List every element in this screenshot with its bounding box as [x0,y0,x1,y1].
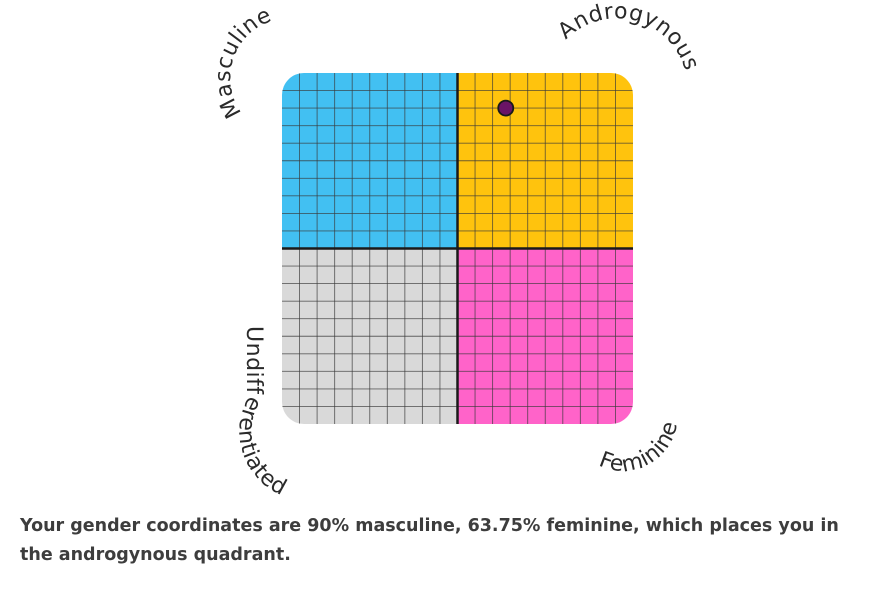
user-position-marker [497,99,515,117]
gender-compass-chart: Masculine Androgynous Undifferentiated F… [211,0,703,495]
label-masculine: Masculine [211,3,275,122]
label-feminine: Feminine [596,418,683,477]
result-summary: Your gender coordinates are 90% masculin… [20,516,839,565]
label-androgynous: Androgynous [553,0,703,74]
